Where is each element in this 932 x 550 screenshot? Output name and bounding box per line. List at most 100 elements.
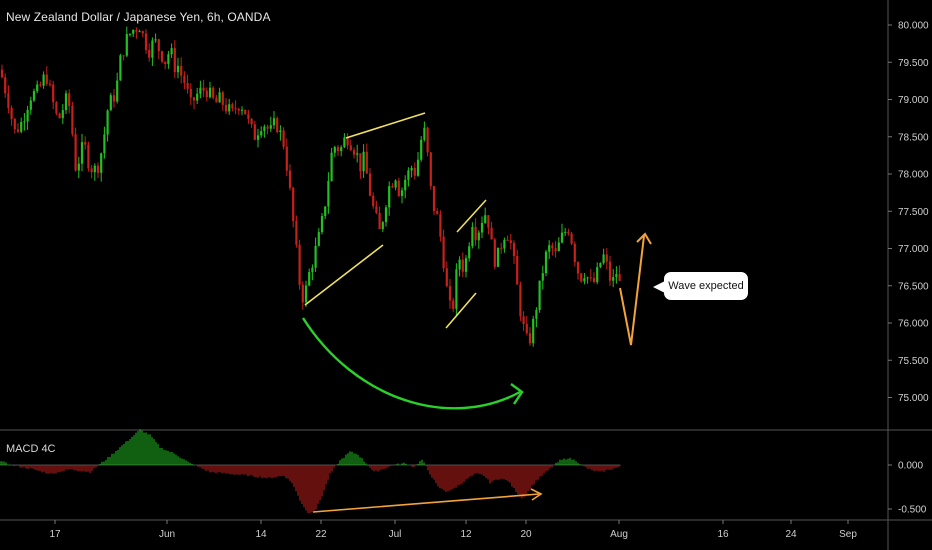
candle-body — [404, 179, 407, 191]
time-tick-label: 20 — [520, 529, 532, 540]
candle-body — [138, 31, 141, 33]
time-tick-label: 12 — [460, 529, 472, 540]
time-tick-label: Jul — [389, 529, 402, 540]
time-tick-label: Aug — [610, 529, 628, 540]
time-tick-label: Jun — [159, 529, 175, 540]
candle-body — [208, 87, 212, 98]
candle-body — [343, 137, 346, 148]
candle-body — [560, 232, 564, 243]
candle-body — [260, 131, 263, 136]
wedge-lower-line-2 — [445, 292, 477, 329]
candle-body — [304, 285, 308, 303]
candle-body — [109, 95, 112, 111]
candle-body — [317, 232, 320, 246]
candle-body — [554, 248, 557, 252]
price-tick-label: 77.500 — [898, 207, 929, 218]
candle-body — [400, 190, 404, 196]
candle-body — [272, 118, 276, 126]
candle-body — [205, 90, 208, 98]
wedge-upper-line-2 — [456, 199, 487, 233]
candle-body — [234, 108, 237, 110]
candle-body — [58, 113, 61, 119]
candle-body — [480, 222, 484, 233]
candle-body — [240, 109, 244, 111]
candle-body — [32, 91, 36, 101]
candle-body — [196, 93, 199, 101]
candle-body — [573, 243, 576, 263]
candle-body — [170, 48, 173, 55]
candle-body — [429, 152, 432, 187]
candle-body — [116, 80, 119, 102]
candle-body — [324, 206, 327, 217]
candle-body — [122, 55, 125, 57]
candle-body — [199, 87, 202, 94]
candle-body — [237, 109, 240, 111]
candle-body — [288, 170, 292, 188]
candle-body — [599, 262, 602, 268]
candle-body — [276, 118, 279, 132]
candle-body — [298, 244, 301, 285]
candle-body — [7, 93, 10, 108]
candle-body — [269, 125, 272, 129]
time-tick-label: Sep — [839, 529, 857, 540]
candle-body — [378, 212, 381, 230]
candle-body — [426, 127, 429, 153]
wave-expected-callout: Wave expected — [653, 272, 748, 300]
candle-body — [256, 135, 260, 140]
candle-body — [586, 277, 589, 279]
candle-body — [295, 221, 298, 245]
candle-body — [423, 127, 426, 140]
candle-body — [506, 239, 509, 241]
candle-body — [186, 83, 189, 89]
candle-body — [106, 110, 109, 135]
macd-tick-label: -0.500 — [898, 505, 927, 516]
candle-body — [244, 109, 247, 115]
candle-body — [452, 300, 455, 309]
projection-arrowhead — [636, 232, 652, 245]
candle-body — [112, 95, 116, 102]
candle-body — [282, 130, 285, 147]
candle-body — [407, 170, 410, 180]
candle-body — [164, 61, 167, 64]
candle-body — [484, 215, 487, 223]
candle-body — [544, 251, 548, 274]
candle-body — [442, 236, 445, 269]
cup-arc-arrowhead — [510, 383, 524, 405]
candle-body — [128, 33, 132, 35]
candle-body — [512, 242, 516, 257]
candle-body — [13, 118, 16, 130]
candle-body — [557, 242, 560, 252]
macd-histogram — [0, 429, 621, 514]
time-tick-label: 14 — [255, 529, 267, 540]
candle-body — [391, 186, 394, 188]
candle-body — [493, 239, 496, 267]
candle-body — [496, 247, 500, 267]
candle-body — [93, 165, 96, 173]
candle-body — [528, 333, 532, 344]
candle-body — [84, 142, 87, 145]
axis-layer: 80.000 79.500 79.000 78.500 78.000 77.500 77.0… — [49, 21, 929, 541]
candle-body — [592, 277, 596, 283]
candle-body — [346, 137, 349, 146]
price-tick-label: 77.000 — [898, 244, 929, 255]
time-tick-label: 24 — [785, 529, 797, 540]
candle-body — [416, 159, 420, 176]
candle-body — [80, 142, 84, 164]
price-tick-label: 78.500 — [898, 132, 929, 143]
candle-body — [567, 231, 570, 234]
candle-body — [384, 207, 388, 223]
candle-body — [381, 222, 384, 230]
candle-body — [519, 284, 522, 317]
time-tick-label: 22 — [315, 529, 327, 540]
candle-body — [532, 318, 535, 344]
candle-body — [468, 246, 471, 259]
candle-body — [0, 69, 4, 78]
candle-body — [605, 254, 608, 262]
candle-body — [487, 215, 490, 228]
candle-body — [55, 102, 58, 114]
candle-body — [96, 165, 100, 173]
candle-body — [455, 269, 458, 309]
candle-body — [464, 258, 468, 272]
price-tick-label: 79.000 — [898, 95, 929, 106]
candle-layer — [0, 26, 621, 347]
